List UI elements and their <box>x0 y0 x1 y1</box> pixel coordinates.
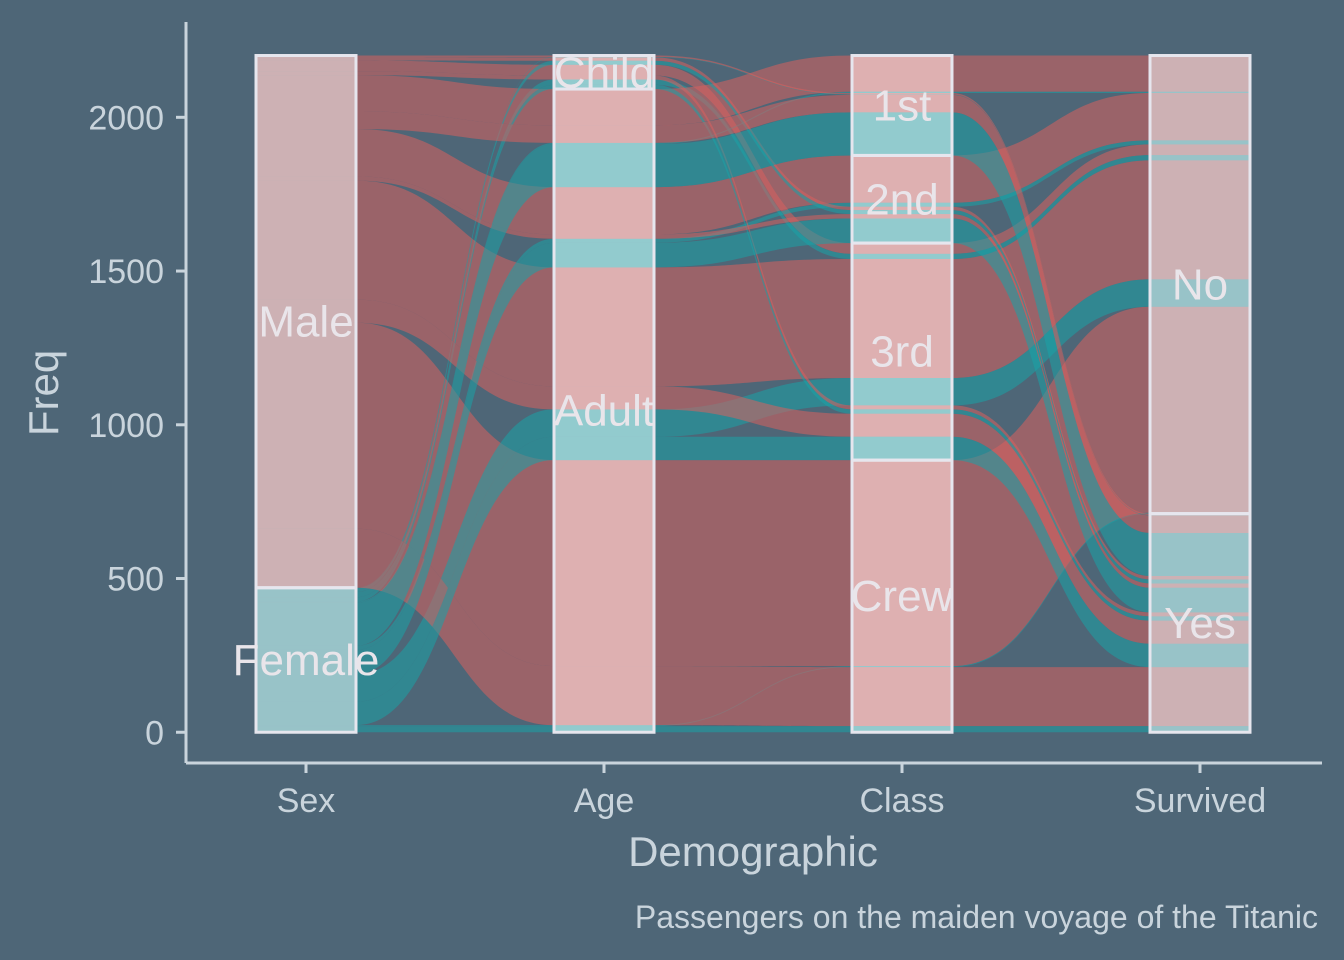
flow-ribbon <box>554 214 952 239</box>
stratum-box-no <box>1148 54 1252 516</box>
stratum-box-yes <box>1148 512 1252 734</box>
flow-ribbon <box>554 55 952 95</box>
stratum-labels: Male Female Child Adult 1st 2nd 3rd Crew No Yes <box>233 48 1236 685</box>
flow-ribbon <box>852 94 1250 534</box>
stratum-label-2nd: 2nd <box>865 175 938 224</box>
flow-ribbon <box>256 242 654 675</box>
y-tick-label: 1500 <box>88 253 164 291</box>
flow-ribbon <box>554 57 952 95</box>
x-ticks: Sex Age Class Survived <box>277 763 1266 820</box>
y-tick-label: 0 <box>145 714 164 752</box>
flow-ribbon <box>256 144 654 646</box>
flow-ribbon <box>256 60 654 593</box>
flow-ribbon <box>852 155 1250 260</box>
flow-ribbon <box>852 405 1250 617</box>
flow-ribbon <box>852 218 1250 613</box>
flows-layer <box>256 55 1250 733</box>
flow-ribbon <box>256 299 654 410</box>
stratum-label-child: Child <box>554 48 654 97</box>
stratum-box-adult <box>552 87 656 734</box>
flow-ribbon <box>852 409 1250 621</box>
flow-ribbon <box>852 206 1250 580</box>
x-tick-label-age: Age <box>574 782 635 820</box>
flow-ribbon <box>256 57 654 589</box>
flow-ribbon <box>554 202 952 243</box>
flow-ribbon <box>256 176 654 239</box>
stratum-box-1st <box>850 54 954 157</box>
flow-ribbon <box>852 93 1250 516</box>
caption: Passengers on the maiden voyage of the T… <box>635 899 1318 935</box>
stratum-label-adult: Adult <box>554 387 654 436</box>
flow-ribbon <box>852 413 1250 644</box>
stratum-label-1st: 1st <box>873 81 932 130</box>
strata-layer <box>254 54 1252 734</box>
flow-ribbon <box>852 140 1250 207</box>
y-tick-label: 500 <box>107 561 164 599</box>
x-tick-label-sex: Sex <box>277 782 336 820</box>
x-tick-label-survived: Survived <box>1134 782 1266 820</box>
stratum-box-crew <box>850 458 954 734</box>
flow-ribbon <box>852 94 1250 516</box>
y-tick-label: 2000 <box>88 99 164 137</box>
stratum-box-female <box>254 586 358 734</box>
stratum-label-female: Female <box>233 636 380 685</box>
stratum-label-male: Male <box>258 298 353 347</box>
stratum-label-crew: Crew <box>851 572 954 621</box>
flow-ribbon <box>256 436 654 726</box>
y-tick-label: 1000 <box>88 407 164 445</box>
x-axis-title: Demographic <box>628 828 878 875</box>
flow-ribbon <box>852 214 1250 588</box>
flow-ribbon <box>852 210 1250 584</box>
y-axis-title: Freq <box>20 350 67 436</box>
x-tick-label-class: Class <box>859 782 944 820</box>
flow-ribbon <box>852 436 1250 668</box>
stratum-label-yes: Yes <box>1164 599 1236 648</box>
stratum-box-male <box>254 54 358 590</box>
flow-ribbon <box>852 512 1250 668</box>
flow-ribbon <box>256 142 654 603</box>
flow-ribbon <box>256 409 654 702</box>
axes-layer <box>184 22 1322 765</box>
flow-ribbon <box>256 238 654 650</box>
stratum-label-no: No <box>1172 261 1228 310</box>
flow-ribbon <box>852 144 1250 254</box>
y-ticks: 0 500 1000 1500 2000 <box>88 99 186 752</box>
stratum-label-3rd: 3rd <box>870 328 934 377</box>
flow-ribbon <box>852 112 1250 577</box>
